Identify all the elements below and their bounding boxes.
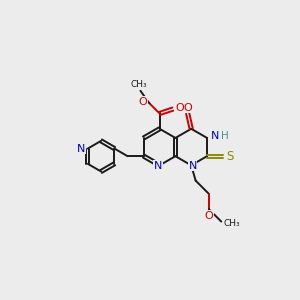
Text: O: O: [183, 103, 192, 112]
Text: O: O: [205, 211, 213, 221]
Text: CH₃: CH₃: [223, 218, 240, 227]
Text: O: O: [138, 97, 147, 107]
Text: H: H: [221, 130, 229, 141]
Text: N: N: [188, 160, 197, 171]
Text: N: N: [211, 130, 220, 141]
Text: O: O: [175, 103, 184, 112]
Text: S: S: [226, 150, 233, 163]
Text: CH₃: CH₃: [131, 80, 147, 89]
Text: N: N: [77, 143, 86, 154]
Text: N: N: [154, 160, 162, 171]
